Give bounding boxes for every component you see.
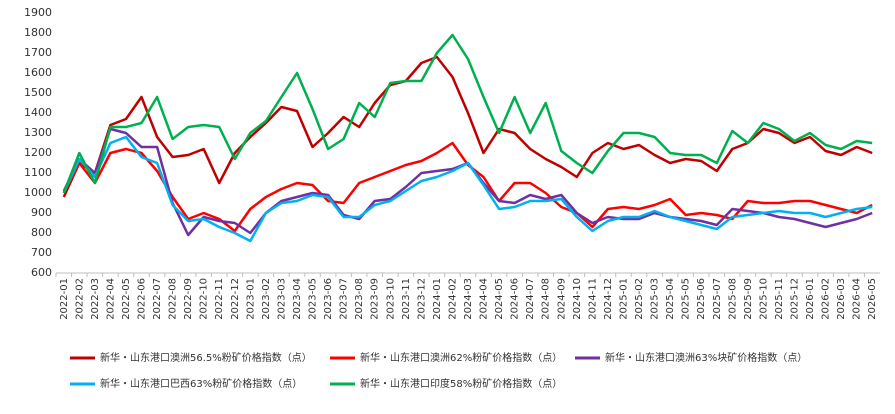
- x-tick-label: 2023-07: [339, 278, 350, 320]
- x-tick-label: 2022-03: [90, 278, 101, 320]
- x-tick-label: 2025-09: [743, 278, 754, 320]
- x-tick-label: 2024-03: [463, 278, 474, 320]
- x-tick-label: 2025-03: [650, 278, 661, 320]
- x-tick-label: 2023-08: [354, 278, 365, 320]
- x-tick-label: 2024-12: [603, 278, 614, 320]
- legend-label: 新华・山东港口印度58%粉矿价格指数（点）: [360, 377, 562, 390]
- legend-label: 新华・山东港口澳洲63%块矿价格指数（点）: [605, 351, 807, 364]
- y-tick-label: 800: [31, 226, 52, 239]
- x-tick-label: 2025-04: [665, 278, 676, 320]
- x-tick-label: 2024-09: [556, 278, 567, 320]
- x-tick-label: 2022-02: [74, 278, 85, 320]
- y-tick-label: 1400: [24, 106, 52, 119]
- x-tick-label: 2025-10: [758, 278, 769, 320]
- x-tick-label: 2023-01: [245, 278, 256, 320]
- legend-label: 新华・山东港口巴西63%粉矿价格指数（点）: [100, 377, 302, 390]
- line-series: [62, 55, 873, 198]
- x-tick-label: 2023-09: [370, 278, 381, 320]
- x-tick-label: 2022-09: [183, 278, 194, 320]
- x-tick-label: 2025-01: [618, 278, 629, 320]
- x-tick-label: 2024-04: [479, 278, 490, 320]
- x-tick-label: 2023-11: [401, 278, 412, 320]
- x-tick-label: 2026-02: [821, 278, 832, 320]
- x-tick-label: 2023-10: [385, 278, 396, 320]
- y-tick-label: 700: [31, 246, 52, 259]
- x-tick-label: 2022-06: [137, 278, 148, 320]
- x-tick-label: 2022-10: [199, 278, 210, 320]
- y-tick-label: 1200: [24, 146, 52, 159]
- x-tick-label: 2024-10: [572, 278, 583, 320]
- x-tick-label: 2022-07: [152, 278, 163, 320]
- y-tick-label: 900: [31, 206, 52, 219]
- x-tick-label: 2026-04: [852, 278, 863, 320]
- x-tick-label: 2023-02: [261, 278, 272, 320]
- x-tick-label: 2026-03: [836, 278, 847, 320]
- x-tick-label: 2026-01: [805, 278, 816, 320]
- y-tick-label: 1100: [24, 166, 52, 179]
- line-series: [62, 33, 873, 194]
- legend-label: 新华・山东港口澳洲56.5%粉矿价格指数（点）: [100, 351, 312, 364]
- x-tick-label: 2024-08: [541, 278, 552, 320]
- x-tick-label: 2025-11: [774, 278, 785, 320]
- x-tick-label: 2024-02: [447, 278, 458, 320]
- x-tick-label: 2025-07: [712, 278, 723, 320]
- x-tick-label: 2024-11: [587, 278, 598, 320]
- x-tick-label: 2023-03: [276, 278, 287, 320]
- x-tick-label: 2024-07: [525, 278, 536, 320]
- y-tick-label: 1700: [24, 46, 52, 59]
- line-series: [62, 135, 873, 243]
- x-tick-label: 2025-08: [727, 278, 738, 320]
- x-tick-label: 2025-12: [789, 278, 800, 320]
- y-tick-label: 1900: [24, 6, 52, 19]
- x-tick-label: 2022-01: [59, 278, 70, 320]
- y-tick-label: 600: [31, 266, 52, 279]
- x-tick-label: 2023-12: [416, 278, 427, 320]
- y-tick-label: 1300: [24, 126, 52, 139]
- x-tick-label: 2022-11: [214, 278, 225, 320]
- x-tick-label: 2025-05: [681, 278, 692, 320]
- x-tick-label: 2025-06: [696, 278, 707, 320]
- x-tick-label: 2026-05: [867, 278, 878, 320]
- x-tick-label: 2025-02: [634, 278, 645, 320]
- x-tick-label: 2024-06: [510, 278, 521, 320]
- x-tick-label: 2023-04: [292, 278, 303, 320]
- x-tick-label: 2023-05: [308, 278, 319, 320]
- x-tick-label: 2022-05: [121, 278, 132, 320]
- y-tick-label: 1800: [24, 26, 52, 39]
- x-tick-label: 2022-08: [168, 278, 179, 320]
- y-tick-label: 1600: [24, 66, 52, 79]
- x-tick-label: 2024-05: [494, 278, 505, 320]
- x-tick-label: 2022-12: [230, 278, 241, 320]
- legend-label: 新华・山东港口澳洲62%粉矿价格指数（点）: [360, 351, 562, 364]
- x-tick-label: 2023-06: [323, 278, 334, 320]
- y-tick-label: 1000: [24, 186, 52, 199]
- y-tick-label: 1500: [24, 86, 52, 99]
- x-tick-label: 2024-01: [432, 278, 443, 320]
- x-tick-label: 2022-04: [105, 278, 116, 320]
